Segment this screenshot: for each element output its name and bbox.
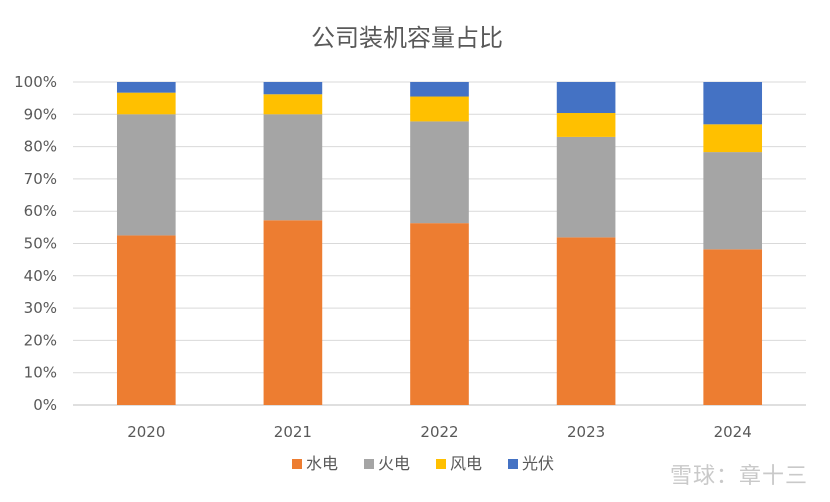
y-tick-label: 80% <box>24 138 57 156</box>
y-axis-ticks: 0% 10% 20% 30% 40% 50% 60% 70% 80% 90% 100% <box>14 73 57 414</box>
bar-2022-series-3 <box>410 82 469 97</box>
legend-label: 水电 <box>306 454 338 473</box>
legend-swatch <box>436 459 446 469</box>
legend-label: 光伏 <box>522 454 554 473</box>
legend-swatch <box>292 459 302 469</box>
bar-2024-series-0 <box>703 249 763 405</box>
x-axis-ticks: 2020 2021 2022 2023 2024 <box>127 423 752 441</box>
bars <box>116 82 763 405</box>
legend-label: 风电 <box>450 454 482 473</box>
legend-swatch <box>508 459 518 469</box>
legend-swatch <box>364 459 374 469</box>
legend-label: 火电 <box>378 454 410 473</box>
y-tick-label: 0% <box>33 396 57 414</box>
y-tick-label: 100% <box>14 73 57 91</box>
legend: 水电 火电 风电 光伏 <box>292 454 554 473</box>
bar-2021-series-0 <box>263 220 323 405</box>
x-tick-label: 2020 <box>127 423 165 441</box>
y-tick-label: 50% <box>24 235 57 253</box>
bar-2021-series-2 <box>263 94 323 115</box>
bar-2020-series-1 <box>116 114 176 236</box>
x-tick-label: 2023 <box>567 423 605 441</box>
bar-2020-series-0 <box>116 235 176 405</box>
bar-2021-series-1 <box>263 114 323 221</box>
y-tick-label: 30% <box>24 299 57 317</box>
bar-2021-series-3 <box>263 82 323 95</box>
y-tick-label: 10% <box>24 364 57 382</box>
y-tick-label: 60% <box>24 202 57 220</box>
y-tick-label: 90% <box>24 105 57 123</box>
chart-title: 公司装机容量占比 <box>311 24 503 52</box>
bar-2022-series-1 <box>410 121 469 224</box>
y-tick-label: 40% <box>24 267 57 285</box>
x-tick-label: 2021 <box>274 423 312 441</box>
x-tick-label: 2022 <box>420 423 458 441</box>
bar-2022-series-2 <box>410 96 469 122</box>
y-tick-label: 70% <box>24 170 57 188</box>
bar-2020-series-2 <box>116 92 176 115</box>
bar-2023-series-3 <box>556 82 616 114</box>
bar-2022-series-0 <box>410 223 469 405</box>
y-tick-label: 20% <box>24 331 57 349</box>
watermark: 雪球：章十三 <box>669 464 808 489</box>
bar-2023-series-1 <box>556 136 616 238</box>
bar-2020-series-3 <box>116 82 176 93</box>
x-tick-label: 2024 <box>714 423 752 441</box>
bar-2024-series-1 <box>703 152 763 250</box>
bar-2023-series-0 <box>556 237 616 405</box>
bar-2024-series-3 <box>703 82 763 125</box>
bar-2024-series-2 <box>703 124 763 153</box>
bar-2023-series-2 <box>556 113 616 137</box>
